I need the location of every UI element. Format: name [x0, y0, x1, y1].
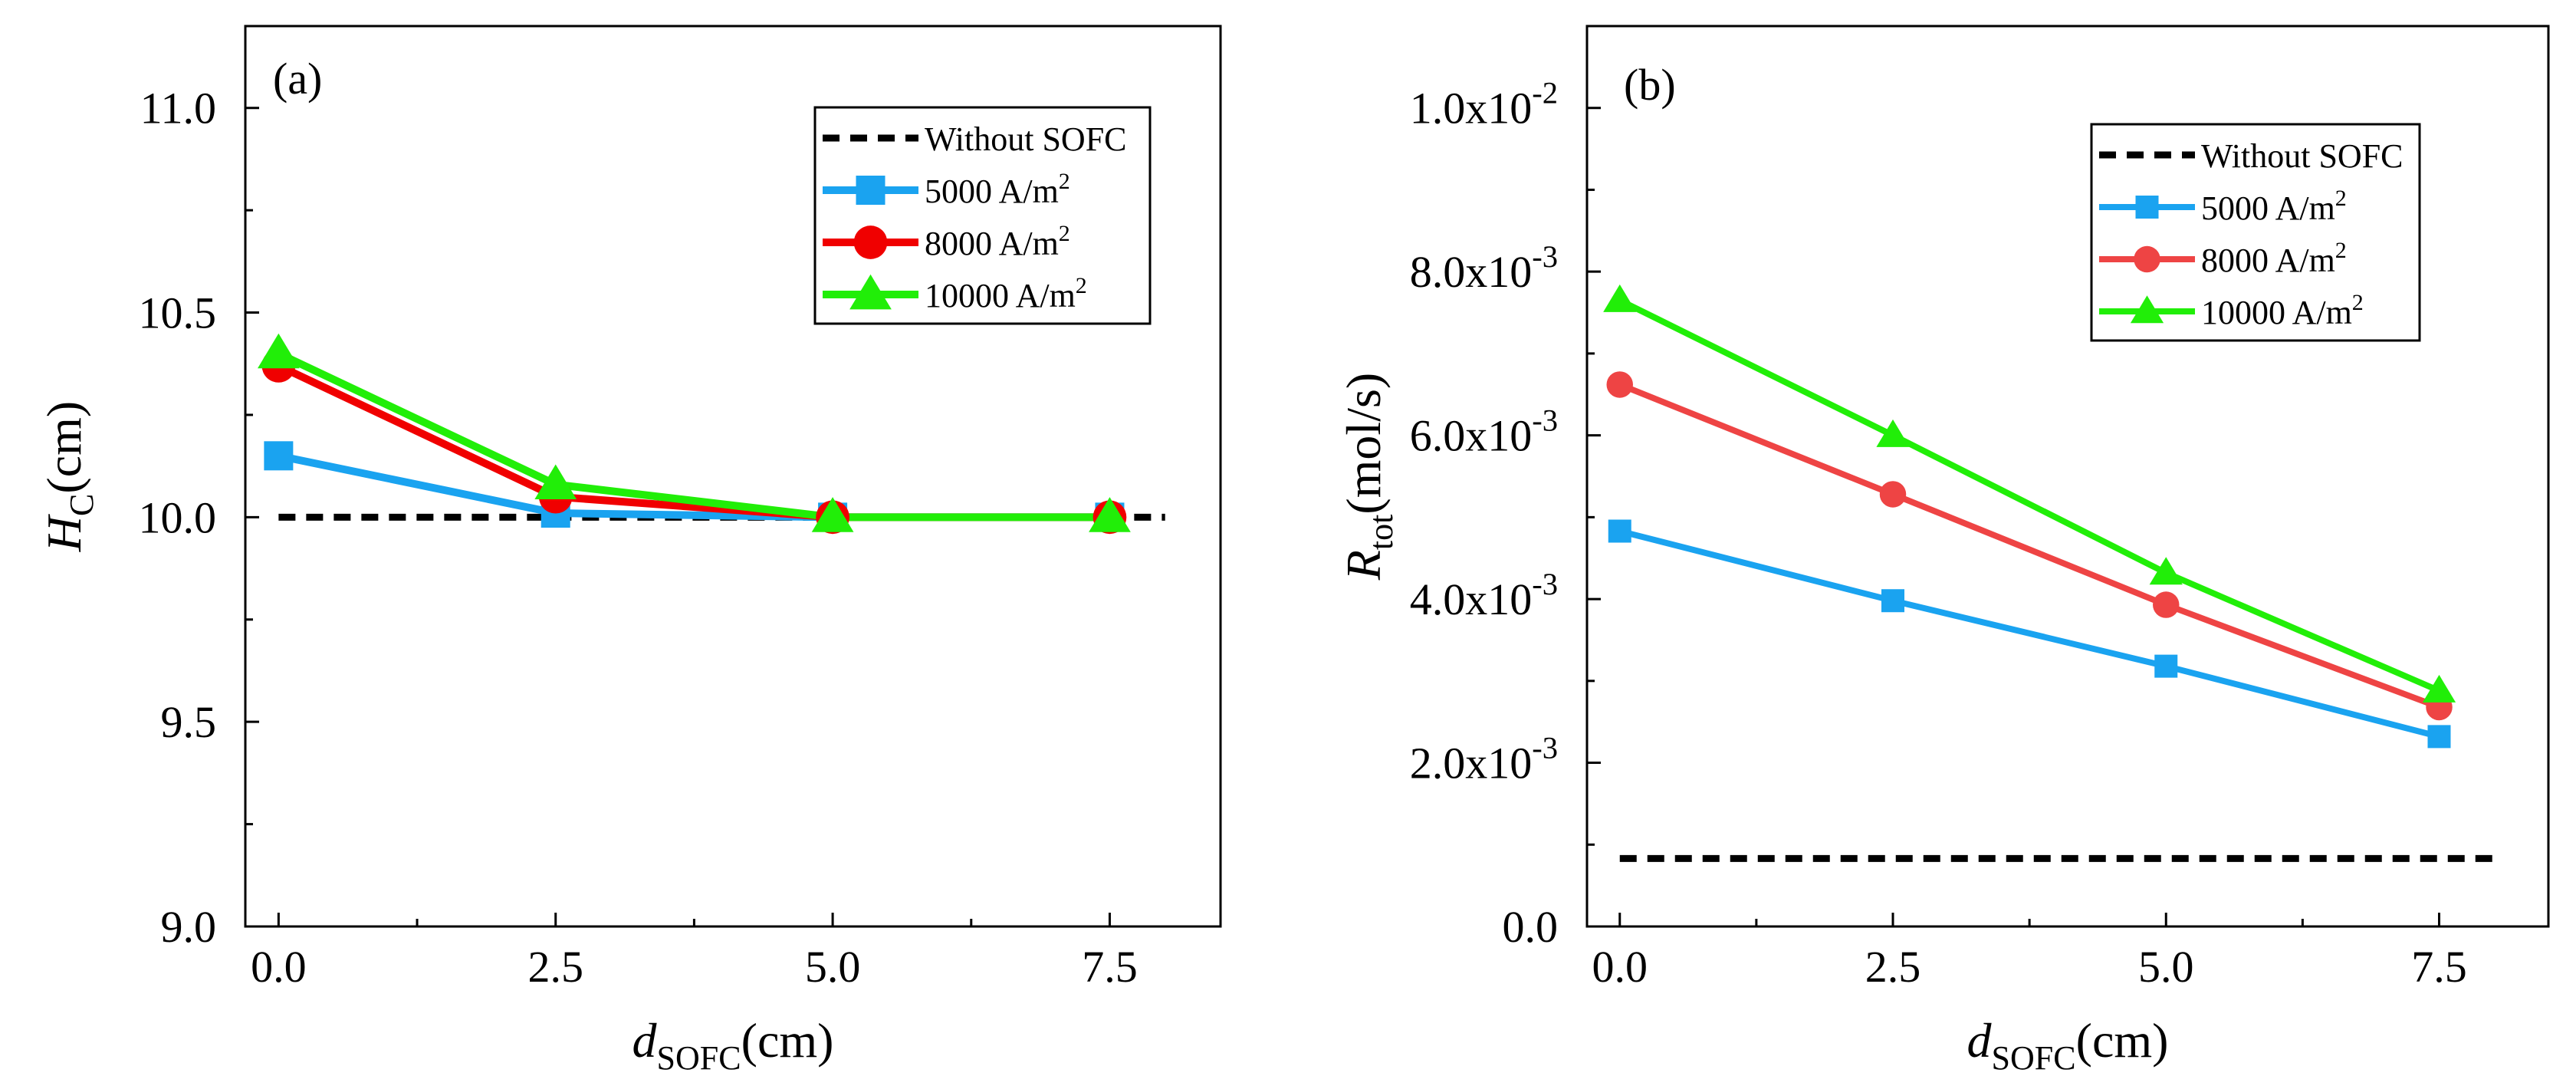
data-point-2 [811, 497, 854, 532]
panel-b: 0.0 2.5 5.0 7.5 0.0 2.0x10-3 4.0x10-3 6.0x10-3 8… [1336, 25, 2550, 1077]
data-point-0 [264, 441, 294, 471]
data-point-0 [2154, 654, 2178, 678]
legend-marker [2134, 245, 2160, 273]
data-point-1 [2153, 591, 2180, 618]
legend-marker [853, 225, 888, 259]
data-point-1 [1879, 481, 1907, 508]
y-tick-label: 9.5 [161, 697, 217, 747]
data-point-2 [1876, 419, 1910, 447]
legend-label: Without SOFC [925, 120, 1127, 158]
x-tick-label: 2.5 [1865, 942, 1921, 992]
panel-label: (b) [1624, 60, 1676, 110]
data-point-2 [2149, 557, 2183, 585]
legend-label: 8000 A/m2 [2201, 238, 2347, 279]
series-line-2 [277, 350, 1110, 522]
legend-label: 5000 A/m2 [925, 169, 1070, 210]
data-point-2 [1603, 284, 1637, 312]
data-point-2 [1089, 497, 1131, 532]
y-tick-label: 2.0x10-3 [1410, 731, 1558, 788]
series-line-0 [1618, 528, 2440, 740]
x-tick-label: 7.5 [2411, 942, 2467, 992]
y-tick-label: 8.0x10-3 [1410, 239, 1558, 297]
legend-label: 5000 A/m2 [2201, 186, 2347, 227]
x-tick-label: 0.0 [251, 942, 307, 992]
legend-marker [849, 274, 892, 310]
x-tick-label: 7.5 [1082, 942, 1138, 992]
legend-marker [2130, 295, 2164, 324]
y-tick-label: 10.5 [139, 288, 217, 338]
legend-label: 8000 A/m2 [925, 221, 1070, 262]
legend: Without SOFC 5000 A/m2 8000 A/m2 10000 A/m2 [2090, 123, 2421, 342]
y-axis-label: Rtot(mol/s) [1336, 373, 1400, 581]
y-tick-label: 6.0x10-3 [1410, 403, 1558, 461]
legend-label: Without SOFC [2201, 137, 2404, 175]
data-point-1 [1606, 371, 1633, 398]
x-tick-label: 2.5 [527, 942, 583, 992]
data-point-0 [1608, 519, 1631, 543]
panel-a: 0.0 2.5 5.0 7.5 9.0 9.5 10.0 10.5 11.0 dSOFC(cm) H… [37, 25, 1222, 1077]
data-point-2 [258, 333, 300, 369]
x-tick-label: 5.0 [805, 942, 861, 992]
series-line-1 [277, 362, 1110, 522]
plot-frame [244, 25, 1222, 928]
x-axis-label: dSOFC(cm) [1967, 1013, 2169, 1077]
y-tick-label: 11.0 [140, 84, 216, 133]
plot-frame [1585, 25, 2550, 928]
x-tick-label: 5.0 [2138, 942, 2194, 992]
x-axis-label: dSOFC(cm) [632, 1013, 834, 1077]
series-line-2 [1618, 297, 2441, 694]
data-point-2 [2422, 674, 2456, 703]
y-tick-label: 9.0 [161, 902, 217, 952]
series-line-1 [1618, 381, 2440, 710]
legend-marker [856, 176, 886, 205]
y-tick-label: 1.0x10-2 [1410, 76, 1558, 133]
data-point-0 [2427, 725, 2451, 749]
x-tick-label: 0.0 [1592, 942, 1648, 992]
legend-label: 10000 A/m2 [925, 273, 1087, 314]
legend-marker [2135, 196, 2159, 219]
data-point-2 [534, 464, 577, 500]
y-tick-label: 10.0 [139, 492, 217, 542]
legend: Without SOFC 5000 A/m2 8000 A/m2 10000 A/m2 [813, 106, 1152, 325]
y-tick-label: 0.0 [1503, 902, 1559, 952]
data-point-0 [1881, 589, 1904, 613]
panel-label: (a) [273, 54, 322, 104]
y-tick-label: 4.0x10-3 [1410, 567, 1558, 624]
y-axis-label: HC(cm) [37, 401, 100, 552]
legend-label: 10000 A/m2 [2201, 290, 2364, 331]
